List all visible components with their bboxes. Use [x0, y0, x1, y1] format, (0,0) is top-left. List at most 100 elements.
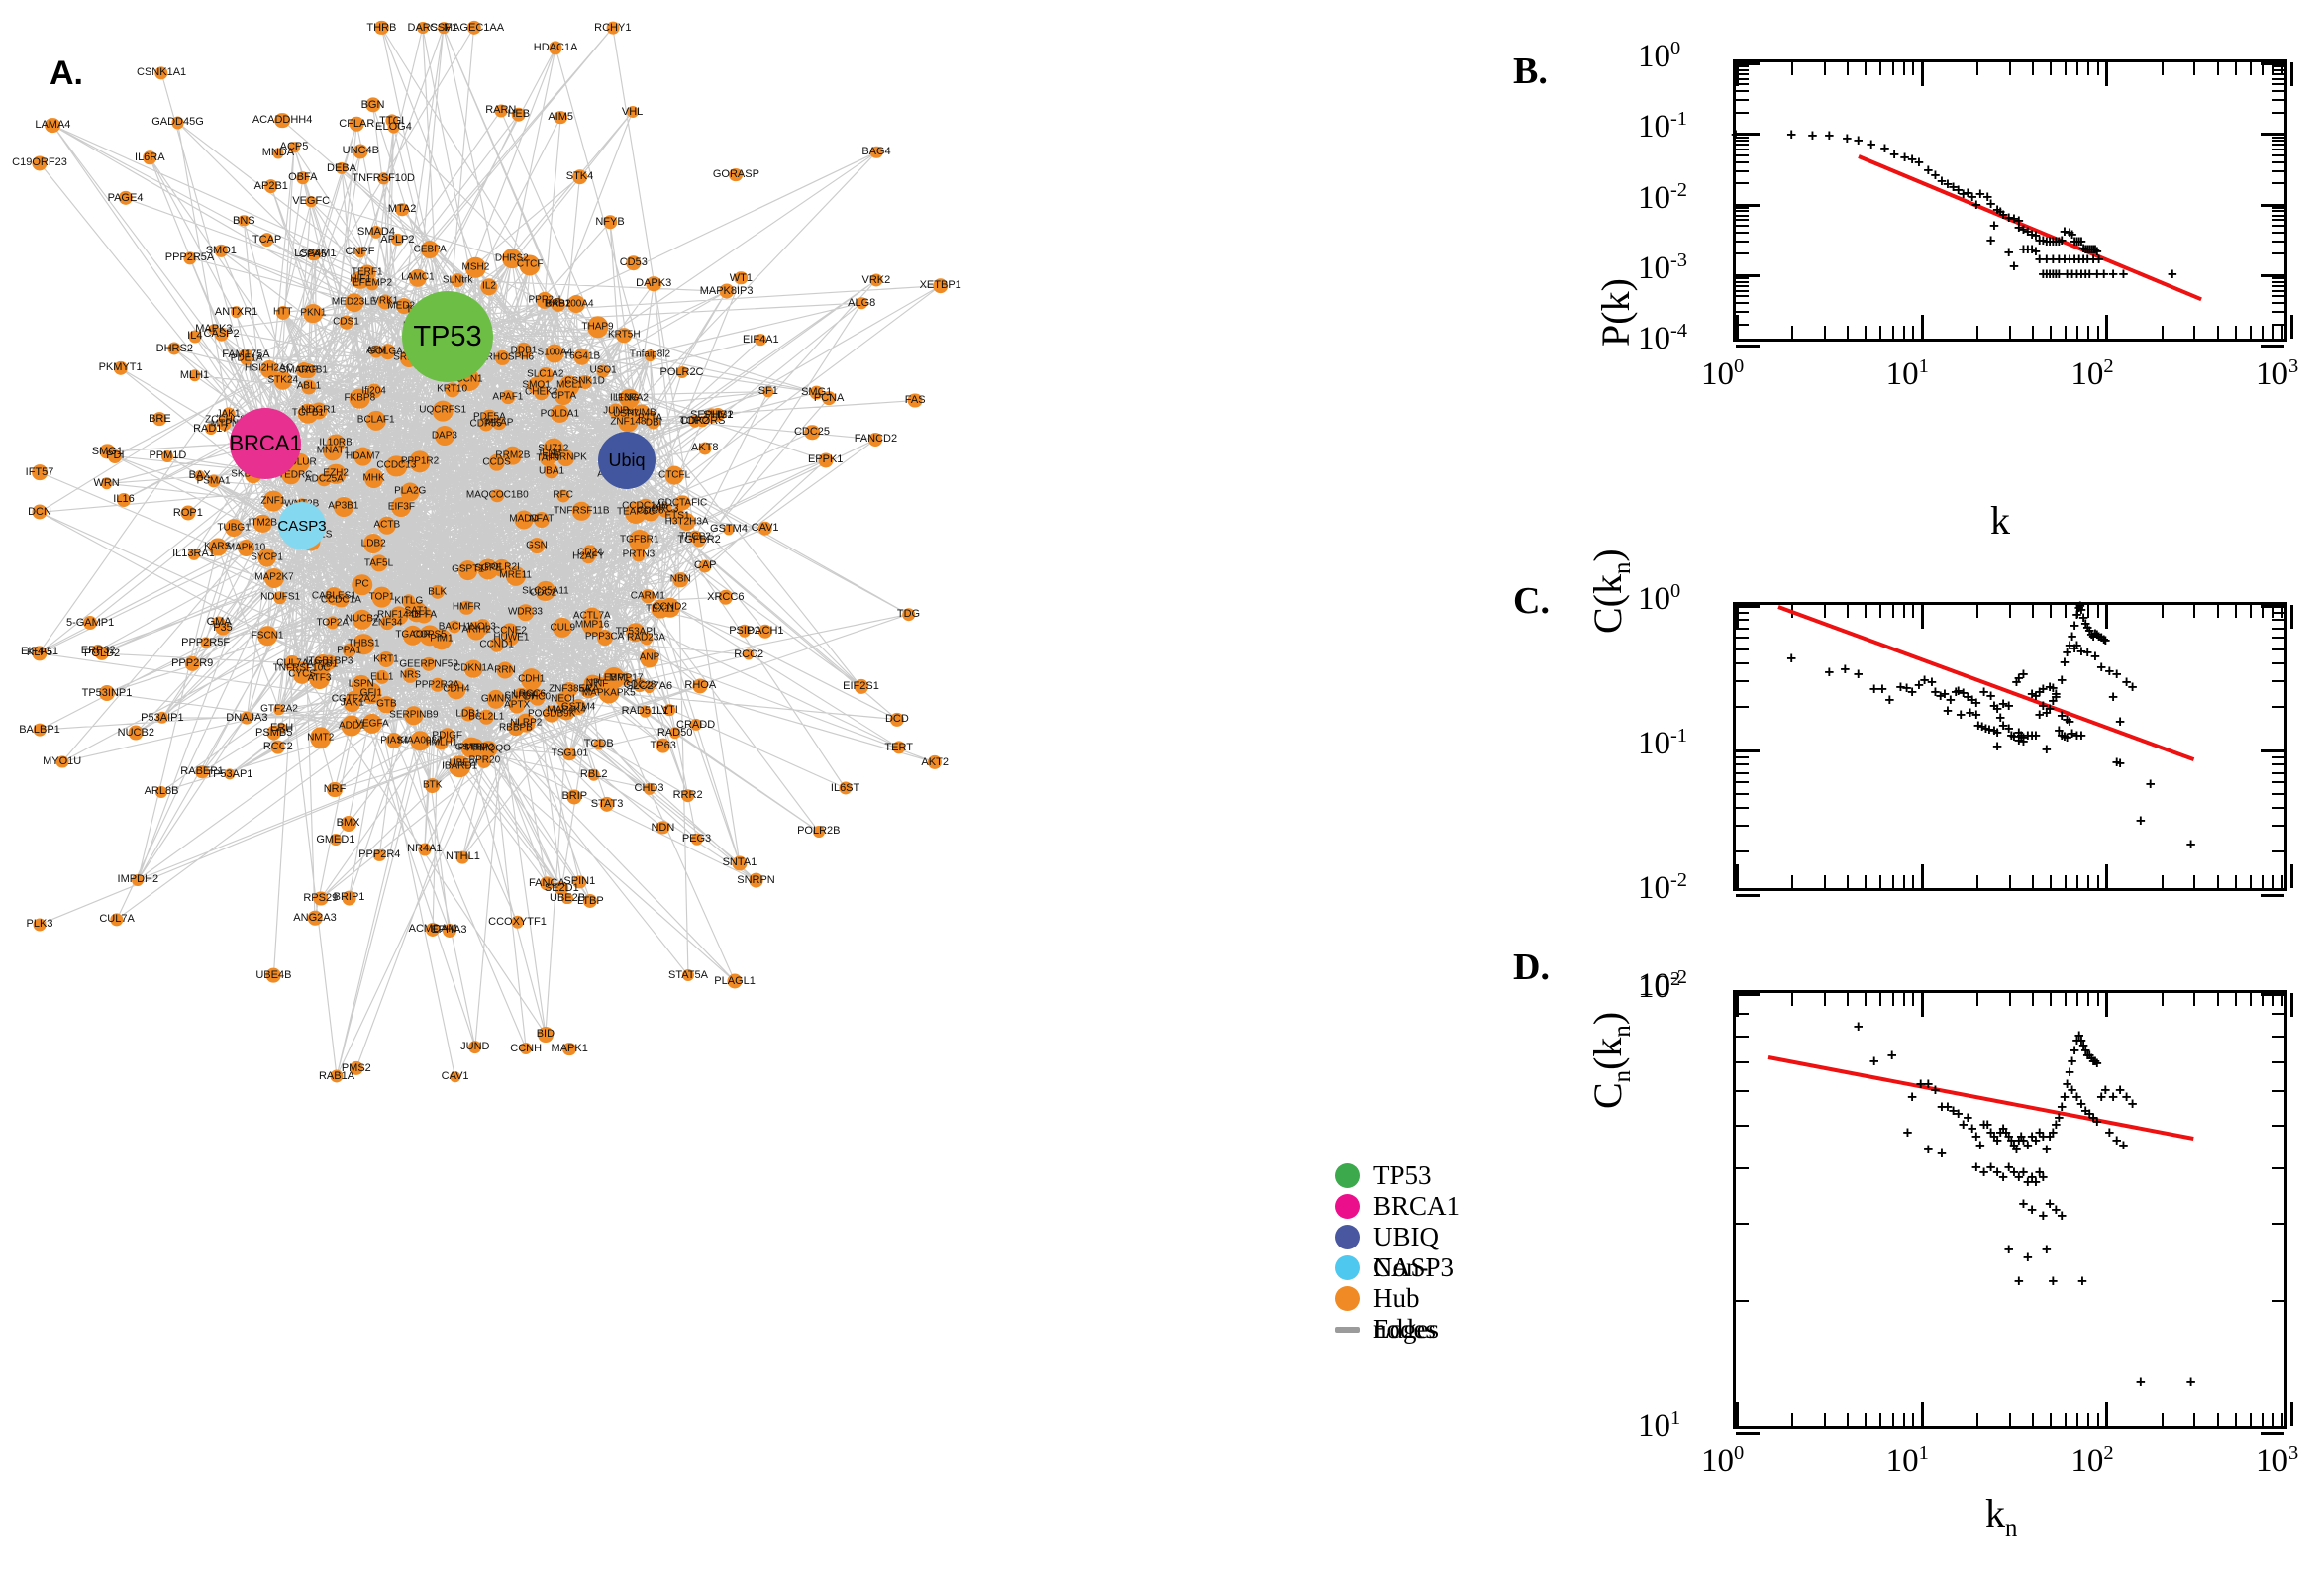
network-node[interactable] [640, 648, 659, 668]
network-node[interactable] [274, 112, 290, 129]
network-node[interactable] [402, 625, 424, 646]
network-node[interactable] [161, 449, 174, 462]
network-node[interactable] [556, 489, 570, 503]
network-node[interactable] [333, 496, 354, 517]
network-node[interactable] [188, 330, 202, 344]
network-node[interactable] [421, 241, 440, 259]
network-node[interactable] [396, 298, 412, 314]
network-node[interactable] [400, 482, 420, 502]
network-node[interactable] [663, 704, 676, 716]
network-node[interactable] [377, 172, 389, 184]
network-node[interactable] [729, 167, 744, 182]
network-node[interactable] [581, 549, 596, 563]
network-node[interactable] [118, 191, 133, 206]
network-node[interactable] [230, 306, 243, 319]
network-node[interactable] [680, 788, 695, 803]
network-node[interactable] [431, 629, 453, 650]
network-node[interactable] [424, 777, 441, 794]
network-node[interactable] [561, 892, 573, 905]
network-node[interactable] [171, 116, 184, 130]
network-node[interactable] [99, 444, 115, 459]
network-node[interactable] [377, 294, 393, 309]
network-node[interactable] [365, 410, 386, 431]
network-node[interactable] [395, 202, 409, 217]
network-node[interactable] [143, 150, 157, 165]
network-node[interactable] [932, 277, 949, 294]
network-node[interactable] [689, 719, 702, 732]
network-node[interactable] [562, 747, 577, 761]
network-node[interactable] [364, 97, 381, 113]
network-node[interactable] [467, 1040, 482, 1054]
network-node[interactable] [492, 416, 507, 431]
network-node[interactable] [430, 584, 445, 600]
network-node[interactable] [608, 403, 624, 419]
network-node[interactable] [901, 607, 916, 622]
network-node[interactable] [489, 637, 504, 652]
network-node[interactable] [363, 534, 384, 554]
network-node[interactable] [385, 454, 407, 477]
network-node[interactable] [606, 21, 620, 35]
network-node[interactable] [500, 390, 515, 405]
network-node[interactable] [482, 410, 497, 425]
network-node[interactable] [352, 574, 373, 596]
network-node[interactable] [309, 248, 322, 260]
network-node[interactable] [692, 678, 708, 694]
network-node[interactable] [928, 755, 943, 770]
network-node[interactable] [681, 969, 695, 982]
network-node[interactable] [100, 477, 113, 490]
network-node[interactable] [257, 626, 277, 647]
network-node[interactable] [305, 195, 318, 208]
network-node[interactable] [351, 270, 370, 289]
network-node[interactable] [435, 736, 449, 750]
network-node[interactable] [449, 1071, 461, 1083]
network-node[interactable] [204, 423, 217, 436]
network-node[interactable] [371, 587, 392, 608]
network-node[interactable] [507, 720, 524, 737]
network-node[interactable] [581, 615, 603, 636]
network-node[interactable] [496, 661, 514, 679]
network-node[interactable] [632, 404, 652, 424]
network-node[interactable] [505, 565, 526, 586]
network-node[interactable] [688, 530, 702, 544]
network-node[interactable] [55, 755, 69, 768]
network-node[interactable] [257, 548, 276, 567]
network-node[interactable] [132, 873, 145, 886]
network-node[interactable] [460, 737, 482, 758]
network-node[interactable] [92, 645, 105, 657]
network-node[interactable] [587, 768, 600, 781]
network-node[interactable] [488, 453, 505, 471]
network-node[interactable] [545, 344, 564, 363]
network-node[interactable] [508, 696, 526, 714]
network-node[interactable] [83, 616, 98, 631]
network-node[interactable] [570, 699, 587, 716]
network-node[interactable] [339, 315, 354, 331]
network-node[interactable] [363, 468, 384, 488]
network-node[interactable] [415, 606, 433, 624]
network-node[interactable] [639, 705, 652, 718]
network-node[interactable] [501, 249, 522, 268]
network-node[interactable] [474, 619, 491, 635]
network-node[interactable] [154, 785, 168, 798]
network-node[interactable] [113, 360, 128, 376]
network-node[interactable] [464, 659, 483, 679]
network-node[interactable] [675, 366, 688, 379]
network-node[interactable] [128, 725, 144, 741]
network-node[interactable] [590, 675, 608, 694]
network-node[interactable] [533, 511, 551, 528]
network-node[interactable] [335, 161, 349, 175]
network-node[interactable] [723, 524, 735, 536]
network-node[interactable] [749, 872, 763, 888]
network-node[interactable] [755, 334, 767, 347]
network-node[interactable] [237, 539, 255, 557]
network-node[interactable] [408, 268, 428, 287]
network-node[interactable] [270, 740, 286, 755]
network-node[interactable] [596, 364, 610, 378]
network-node[interactable] [572, 874, 586, 889]
network-node[interactable] [263, 179, 278, 194]
network-node[interactable] [668, 727, 681, 739]
network-node[interactable] [430, 677, 445, 693]
network-node[interactable] [354, 246, 366, 258]
network-node[interactable] [200, 637, 212, 648]
network-node[interactable] [343, 694, 361, 712]
network-node[interactable] [549, 41, 562, 54]
